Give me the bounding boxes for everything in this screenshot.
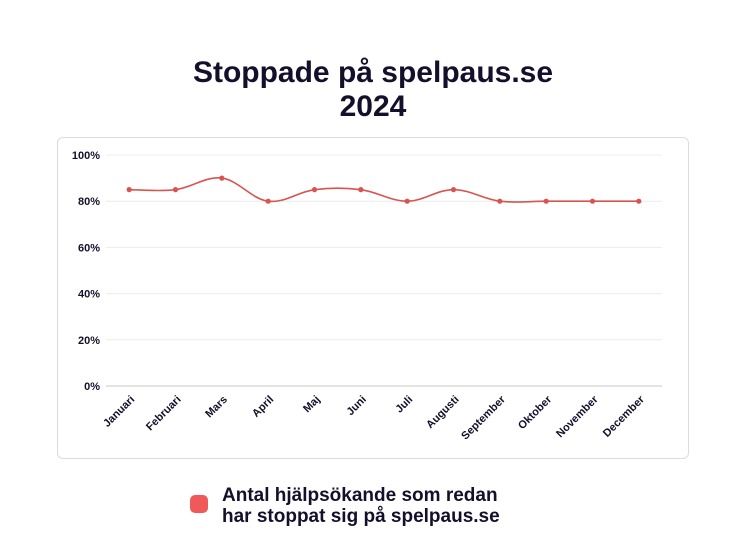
chart-card: 0% 20% 40% 60% 80% 100% Januari Februari Mars Ap… [57,137,689,459]
line-chart: 0% 20% 40% 60% 80% 100% Januari Februari Mars Ap… [72,150,662,442]
data-point [543,198,549,204]
x-tick-label: November [554,393,601,440]
x-tick-label: September [459,393,508,442]
data-point [636,198,642,204]
x-tick-label: Januari [101,394,137,430]
x-tick-label: Augusti [424,394,461,431]
chart-title-line-2: 2024 [339,90,407,123]
data-point [219,175,225,181]
x-tick-label: December [601,393,648,440]
data-point [311,187,318,193]
data-point [265,198,271,204]
data-point [358,187,364,193]
data-point [126,187,132,193]
data-point [497,198,503,204]
legend-label-line-1: Antal hjälpsökande som redan [222,485,498,506]
x-tick-label: Februari [144,394,184,434]
y-tick-label: 0% [84,381,100,393]
series-line [129,177,639,203]
x-axis-ticks: Januari Februari Mars April Maj Juni Juli Augus… [101,393,647,442]
chart-title: Stoppade på spelpaus.se 2024 [0,56,746,124]
data-point [450,187,457,193]
y-tick-label: 100% [72,150,100,162]
data-point [404,198,410,204]
legend-swatch [190,495,208,513]
y-tick-label: 40% [78,289,100,301]
legend: Antal hjälpsökande som redan har stoppat… [190,485,610,529]
grid-lines [106,154,662,387]
x-tick-label: April [250,394,276,420]
y-tick-label: 80% [78,196,100,208]
chart-title-line-1: Stoppade på spelpaus.se [192,56,554,89]
x-tick-label: Mars [203,394,230,421]
y-tick-label: 20% [78,335,100,347]
data-point [589,198,596,204]
y-tick-label: 60% [78,242,100,254]
x-tick-label: Juli [393,394,415,416]
legend-label-line-2: har stoppat sig på spelpaus.se [222,506,500,527]
legend-label: Antal hjälpsökande som redan har stoppat… [222,485,500,527]
x-tick-label: Oktober [516,393,555,432]
series-layer [126,175,642,204]
y-axis-ticks: 0% 20% 40% 60% 80% 100% [72,150,100,393]
x-tick-label: Maj [301,394,322,415]
data-point [172,187,179,193]
x-tick-label: Juni [344,394,368,418]
